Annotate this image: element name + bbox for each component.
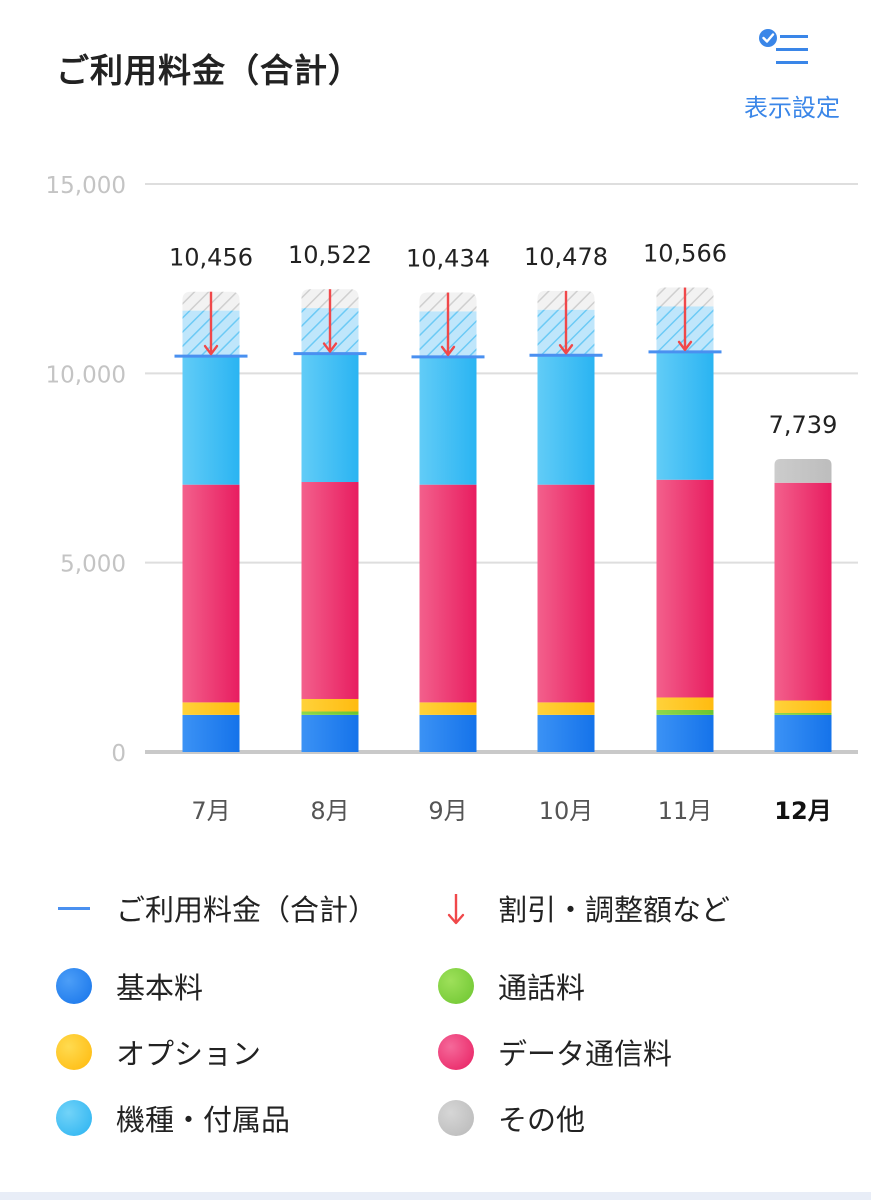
bottom-divider xyxy=(0,1192,871,1200)
x-tick-label: 8月 xyxy=(310,797,349,825)
page-title: ご利用料金（合計） xyxy=(56,51,362,90)
total-label: 10,566 xyxy=(643,240,727,268)
bar-segment xyxy=(419,484,477,703)
legend-call: 通話料 xyxy=(436,963,585,1009)
bar-segment xyxy=(537,714,595,752)
bar-segment xyxy=(774,714,832,752)
call-dot-icon xyxy=(436,966,476,1006)
discount-arrow-head xyxy=(677,340,693,352)
legend-label: データ通信料 xyxy=(498,1037,673,1071)
legend-label: 通話料 xyxy=(498,971,586,1005)
legend-option: オプション xyxy=(54,1029,261,1075)
bar-segment xyxy=(301,711,359,715)
bar-segment xyxy=(182,484,240,703)
display-settings-label: 表示設定 xyxy=(744,94,840,122)
x-tick-label: 7月 xyxy=(191,797,230,825)
total-label: 10,478 xyxy=(524,243,608,271)
x-tick-label: 10月 xyxy=(539,797,594,825)
y-tick-label: 15,000 xyxy=(46,173,126,199)
discount-arrow-head xyxy=(322,342,338,353)
other-dot-icon xyxy=(436,1098,476,1138)
option-dot-icon xyxy=(54,1032,94,1072)
y-tick-label: 0 xyxy=(111,741,126,767)
total-label: 10,456 xyxy=(169,244,253,272)
basic-dot-icon xyxy=(54,966,94,1006)
legend-label: オプション xyxy=(116,1037,262,1071)
chart-legend: ご利用料金（合計） 割引・調整額など 基本料 通話料 オプション データ通信料 … xyxy=(50,885,850,1165)
bar-segment xyxy=(656,351,714,480)
bar-segment xyxy=(656,479,714,698)
total-label: 7,739 xyxy=(769,411,838,439)
bar-segment xyxy=(182,702,240,715)
bar-segment xyxy=(537,702,595,715)
bar-segment xyxy=(774,712,832,715)
legend-label: ご利用料金（合計） xyxy=(116,893,378,927)
bar-segment xyxy=(774,458,832,483)
bar-segment xyxy=(537,355,595,485)
legend-other: その他 xyxy=(436,1095,585,1141)
display-settings-button[interactable]: 表示設定 xyxy=(732,26,852,126)
device-dot-icon xyxy=(54,1098,94,1138)
usage-chart: 0 5,000 10,000 15,000 10,456 7月 10,522 8月 10,434… xyxy=(46,173,858,825)
x-tick-label: 9月 xyxy=(428,797,467,825)
legend-label: 機種・付属品 xyxy=(116,1103,291,1137)
y-tick-label: 10,000 xyxy=(46,362,126,388)
legend-label: その他 xyxy=(498,1103,586,1137)
total-label: 10,522 xyxy=(288,241,372,269)
down-arrow-icon xyxy=(436,888,476,928)
bar-segment xyxy=(774,700,832,713)
bar-segment xyxy=(656,714,714,752)
x-tick-label: 11月 xyxy=(658,797,713,825)
discount-arrow-head xyxy=(440,345,456,357)
bar-segment xyxy=(301,714,359,752)
bar-segment xyxy=(301,698,359,712)
total-line-icon xyxy=(54,888,94,928)
bar-segment xyxy=(656,697,714,710)
legend-label: 割引・調整額など xyxy=(498,893,731,927)
x-tick-label: 12月 xyxy=(774,797,831,825)
bar-segment xyxy=(656,709,714,715)
bar-segment xyxy=(182,714,240,752)
legend-device: 機種・付属品 xyxy=(54,1095,290,1141)
bar-segment xyxy=(419,356,477,485)
discount-arrow-head xyxy=(203,344,219,356)
legend-discount: 割引・調整額など xyxy=(436,885,730,931)
legend-basic: 基本料 xyxy=(54,963,203,1009)
bar-segment xyxy=(182,356,240,485)
bar-segment xyxy=(774,482,832,701)
bar-segment xyxy=(301,482,359,699)
legend-data: データ通信料 xyxy=(436,1029,672,1075)
y-tick-label: 5,000 xyxy=(60,552,126,578)
list-settings-icon xyxy=(759,29,808,64)
bar-segment xyxy=(301,353,359,483)
legend-label: 基本料 xyxy=(116,971,204,1005)
discount-arrow-head xyxy=(558,344,574,355)
bar-segment xyxy=(537,484,595,703)
bar-segment xyxy=(419,714,477,752)
legend-total: ご利用料金（合計） xyxy=(54,885,377,931)
data-dot-icon xyxy=(436,1032,476,1072)
bar-segment xyxy=(419,702,477,715)
total-label: 10,434 xyxy=(406,245,490,273)
